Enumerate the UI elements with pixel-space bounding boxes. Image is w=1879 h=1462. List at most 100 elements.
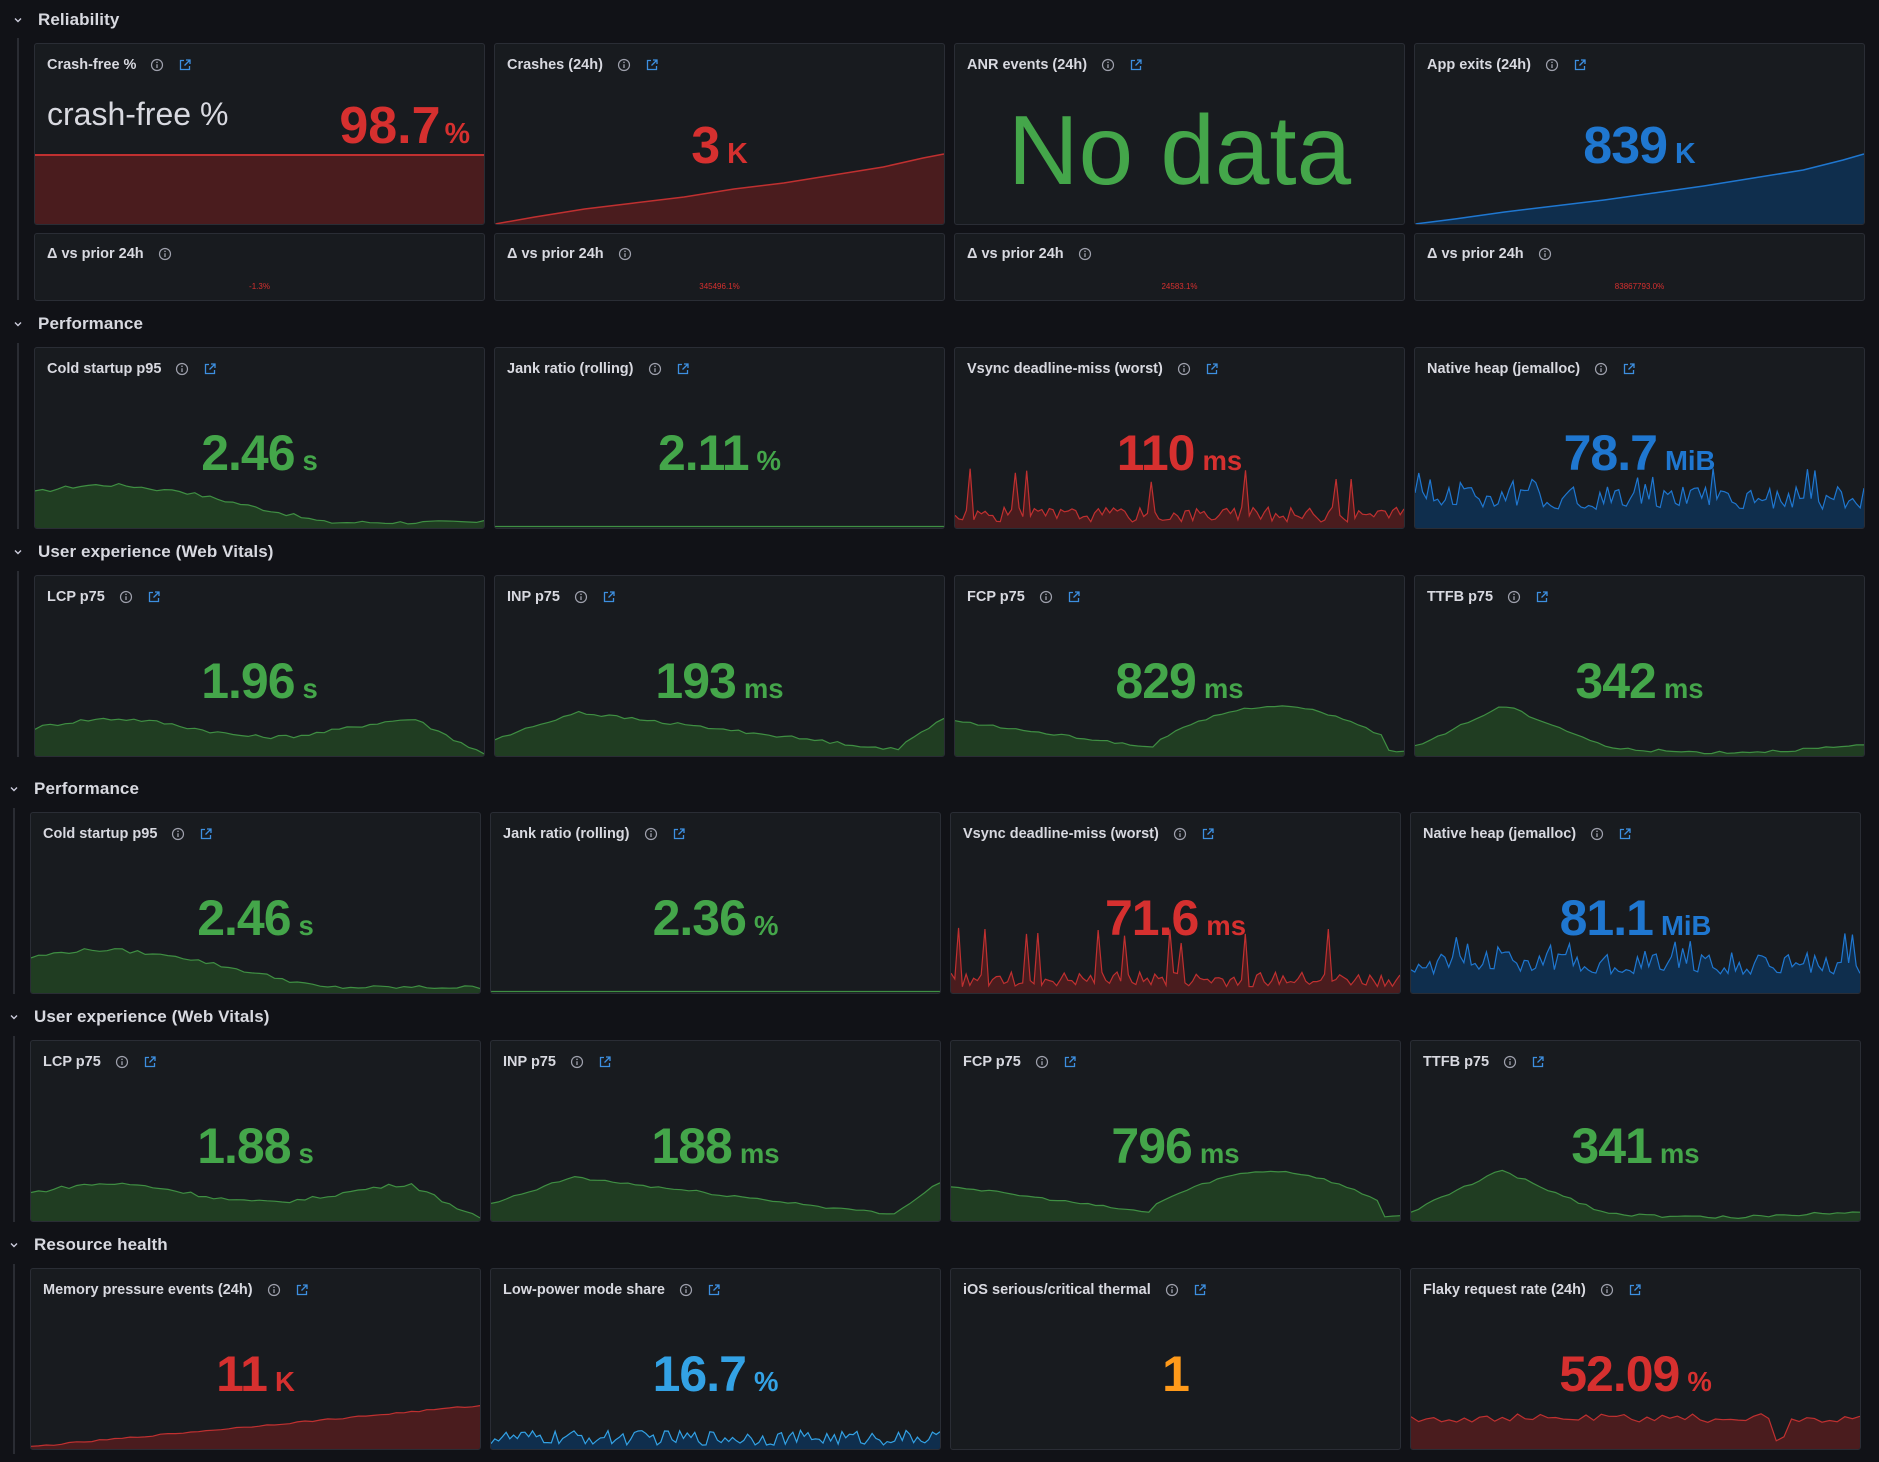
info-icon[interactable] xyxy=(679,1283,693,1297)
external-link-icon[interactable] xyxy=(1129,58,1143,72)
chevron-down-icon xyxy=(12,14,24,26)
info-icon[interactable] xyxy=(158,247,172,261)
panel-resource-1[interactable]: Low-power mode share 16.7% xyxy=(490,1268,941,1450)
panel-resource-3[interactable]: Flaky request rate (24h) 52.09% xyxy=(1410,1268,1861,1450)
external-link-icon[interactable] xyxy=(1201,827,1215,841)
sparkline xyxy=(31,1182,480,1221)
crash-free-value: 98.7% xyxy=(339,97,470,155)
info-icon[interactable] xyxy=(1078,247,1092,261)
external-link-icon[interactable] xyxy=(602,590,616,604)
section-header-web-vitals[interactable]: User experience (Web Vitals) xyxy=(12,541,274,563)
external-link-icon[interactable] xyxy=(645,58,659,72)
info-icon[interactable] xyxy=(1507,590,1521,604)
external-link-icon[interactable] xyxy=(1622,362,1636,376)
info-icon[interactable] xyxy=(1039,590,1053,604)
chevron-down-icon xyxy=(12,318,24,330)
panel-resource-2[interactable]: iOS serious/critical thermal 1 xyxy=(950,1268,1401,1450)
info-icon[interactable] xyxy=(1035,1055,1049,1069)
info-icon[interactable] xyxy=(1503,1055,1517,1069)
info-icon[interactable] xyxy=(1545,58,1559,72)
panel-performance1-2[interactable]: Vsync deadline-miss (worst) 110 ms xyxy=(954,347,1405,529)
crashes-sparkline xyxy=(495,153,944,224)
info-icon[interactable] xyxy=(267,1283,281,1297)
external-link-icon[interactable] xyxy=(295,1283,309,1297)
stat-value: 71.6 ms xyxy=(1104,890,1247,946)
external-link-icon[interactable] xyxy=(203,362,217,376)
stat-value: 78.7 MiB xyxy=(1563,425,1716,481)
stat-value: 796 ms xyxy=(1111,1118,1240,1174)
info-icon[interactable] xyxy=(644,827,658,841)
panel-title: Vsync deadline-miss (worst) xyxy=(963,826,1159,842)
info-icon[interactable] xyxy=(119,590,133,604)
info-icon[interactable] xyxy=(1165,1283,1179,1297)
panel-performance2-2[interactable]: Vsync deadline-miss (worst) 71.6 ms xyxy=(950,812,1401,994)
panel-performance2-3[interactable]: Native heap (jemalloc) 81.1 MiB xyxy=(1410,812,1861,994)
panel-webvitals2-0[interactable]: LCP p75 1.88 s xyxy=(30,1040,481,1222)
external-link-icon[interactable] xyxy=(1628,1283,1642,1297)
external-link-icon[interactable] xyxy=(199,827,213,841)
panel-title: Jank ratio (rolling) xyxy=(503,826,630,842)
panel-crash-free[interactable]: Crash-free % crash-free % 98.7% xyxy=(34,43,485,225)
info-icon[interactable] xyxy=(617,58,631,72)
info-icon[interactable] xyxy=(570,1055,584,1069)
external-link-icon[interactable] xyxy=(178,58,192,72)
section-header-performance[interactable]: Performance xyxy=(12,313,143,335)
section-header-reliability[interactable]: Reliability xyxy=(12,9,119,31)
info-icon[interactable] xyxy=(1594,362,1608,376)
external-link-icon[interactable] xyxy=(1535,590,1549,604)
panel-resource-0[interactable]: Memory pressure events (24h) 11 K xyxy=(30,1268,481,1450)
external-link-icon[interactable] xyxy=(707,1283,721,1297)
external-link-icon[interactable] xyxy=(147,590,161,604)
panel-webvitals1-1[interactable]: INP p75 193 ms xyxy=(494,575,945,757)
panel-webvitals2-2[interactable]: FCP p75 796 ms xyxy=(950,1040,1401,1222)
info-icon[interactable] xyxy=(574,590,588,604)
info-icon[interactable] xyxy=(618,247,632,261)
info-icon[interactable] xyxy=(1600,1283,1614,1297)
panel-title: Flaky request rate (24h) xyxy=(1423,1282,1586,1298)
external-link-icon[interactable] xyxy=(1205,362,1219,376)
section-header-web-vitals-2[interactable]: User experience (Web Vitals) xyxy=(8,1006,270,1028)
external-link-icon[interactable] xyxy=(598,1055,612,1069)
info-icon[interactable] xyxy=(1173,827,1187,841)
section-header-performance-2[interactable]: Performance xyxy=(8,778,139,800)
panel-webvitals2-1[interactable]: INP p75 188 ms xyxy=(490,1040,941,1222)
panel-performance2-1[interactable]: Jank ratio (rolling) 2.36% xyxy=(490,812,941,994)
info-icon[interactable] xyxy=(1101,58,1115,72)
info-icon[interactable] xyxy=(150,58,164,72)
panel-delta[interactable]: Δ vs prior 24h -1.3% xyxy=(34,233,485,301)
section-header-resource-health[interactable]: Resource health xyxy=(8,1234,168,1256)
panel-webvitals2-3[interactable]: TTFB p75 341 ms xyxy=(1410,1040,1861,1222)
panel-app-exits[interactable]: App exits (24h) 839 K xyxy=(1414,43,1865,225)
info-icon[interactable] xyxy=(171,827,185,841)
panel-performance2-0[interactable]: Cold startup p95 2.46 s xyxy=(30,812,481,994)
panel-webvitals1-3[interactable]: TTFB p75 342 ms xyxy=(1414,575,1865,757)
panel-title: LCP p75 xyxy=(47,589,105,605)
panel-performance1-0[interactable]: Cold startup p95 2.46 s xyxy=(34,347,485,529)
info-icon[interactable] xyxy=(1590,827,1604,841)
external-link-icon[interactable] xyxy=(1063,1055,1077,1069)
external-link-icon[interactable] xyxy=(676,362,690,376)
external-link-icon[interactable] xyxy=(1193,1283,1207,1297)
external-link-icon[interactable] xyxy=(1067,590,1081,604)
section-guide xyxy=(17,571,19,757)
panel-anr[interactable]: ANR events (24h) No data xyxy=(954,43,1405,225)
info-icon[interactable] xyxy=(115,1055,129,1069)
info-icon[interactable] xyxy=(175,362,189,376)
panel-delta[interactable]: Δ vs prior 24h 345496.1% xyxy=(494,233,945,301)
external-link-icon[interactable] xyxy=(143,1055,157,1069)
info-icon[interactable] xyxy=(1538,247,1552,261)
panel-webvitals1-0[interactable]: LCP p75 1.96 s xyxy=(34,575,485,757)
external-link-icon[interactable] xyxy=(1531,1055,1545,1069)
panel-delta[interactable]: Δ vs prior 24h 24583.1% xyxy=(954,233,1405,301)
panel-delta[interactable]: Δ vs prior 24h 83867793.0% xyxy=(1414,233,1865,301)
external-link-icon[interactable] xyxy=(1618,827,1632,841)
panel-webvitals1-2[interactable]: FCP p75 829 ms xyxy=(954,575,1405,757)
external-link-icon[interactable] xyxy=(672,827,686,841)
panel-title: Cold startup p95 xyxy=(43,826,158,842)
info-icon[interactable] xyxy=(648,362,662,376)
external-link-icon[interactable] xyxy=(1573,58,1587,72)
panel-performance1-1[interactable]: Jank ratio (rolling) 2.11% xyxy=(494,347,945,529)
panel-performance1-3[interactable]: Native heap (jemalloc) 78.7 MiB xyxy=(1414,347,1865,529)
info-icon[interactable] xyxy=(1177,362,1191,376)
